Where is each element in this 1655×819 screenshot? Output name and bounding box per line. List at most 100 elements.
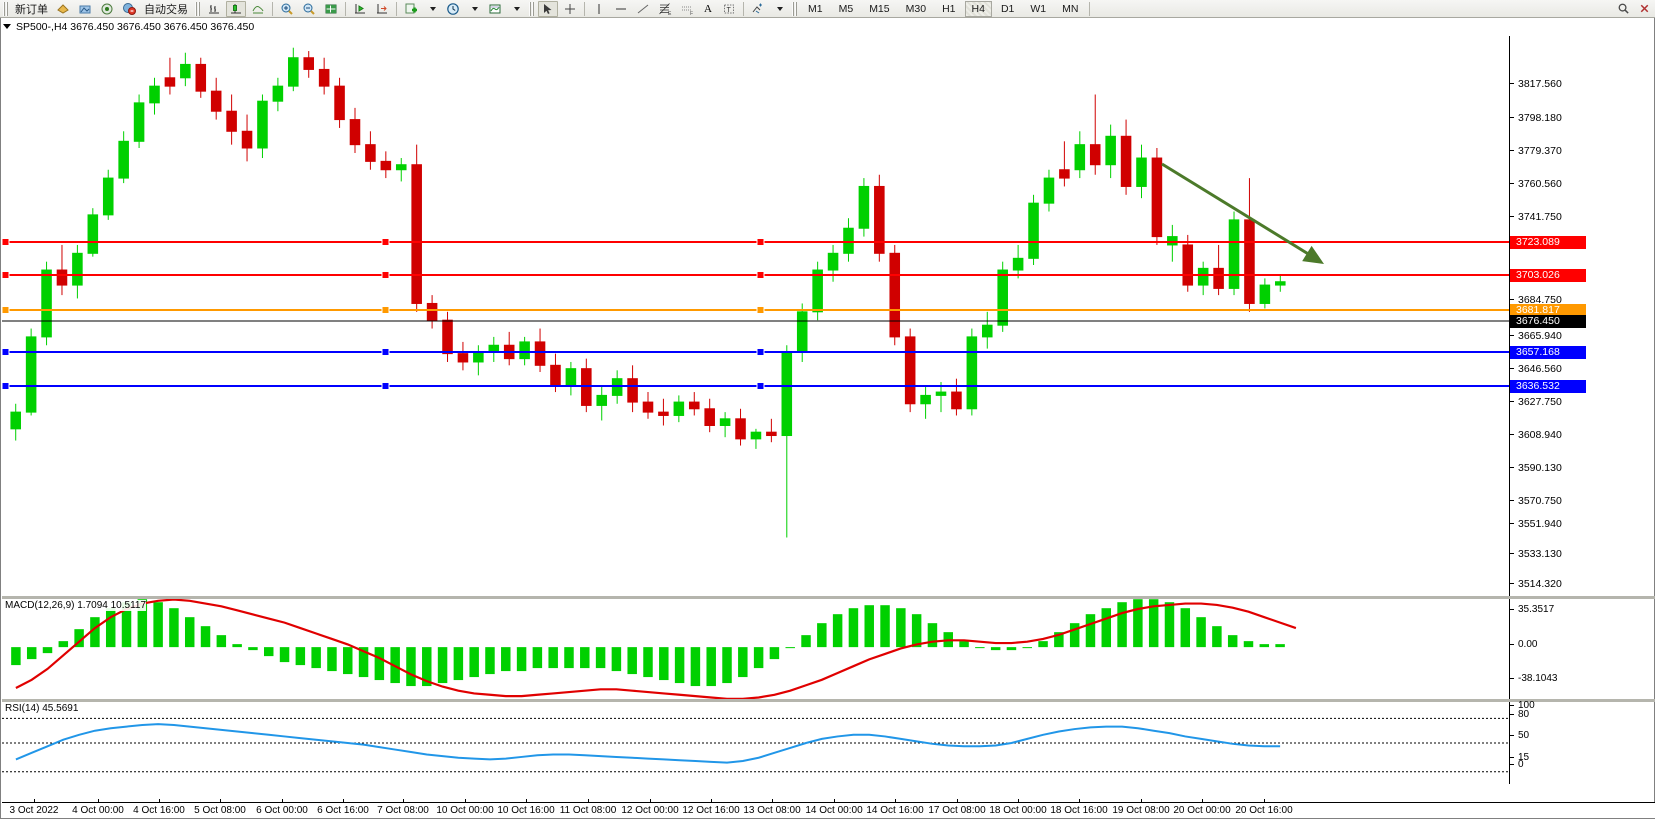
- time-tick-label: 6 Oct 16:00: [317, 805, 369, 816]
- toolbar-grip-2[interactable]: [195, 1, 200, 16]
- time-tick-mark: [834, 799, 835, 803]
- navigator-icon[interactable]: [75, 1, 95, 17]
- price-level-flag-support[interactable]: 3657.168: [1510, 346, 1586, 359]
- chevron-down-icon[interactable]: [423, 1, 441, 17]
- price-tick: 3760.560: [1510, 178, 1654, 190]
- auto-scroll-icon[interactable]: [350, 1, 370, 17]
- time-tick-label: 20 Oct 00:00: [1173, 805, 1231, 816]
- timeframe-m15[interactable]: M15: [869, 2, 890, 15]
- line-chart-icon[interactable]: [248, 1, 268, 17]
- time-tick-label: 3 Oct 2022: [9, 805, 59, 816]
- rsi-pane[interactable]: RSI(14) 45.5691: [2, 702, 1510, 784]
- timeframe-m30[interactable]: M30: [905, 2, 927, 15]
- timeframe-m5[interactable]: M5: [838, 2, 854, 15]
- time-tick-mark: [220, 799, 221, 803]
- price-level-flag-resistance[interactable]: 3703.026: [1510, 269, 1586, 282]
- timeframe-h1[interactable]: H1: [942, 2, 956, 15]
- price-tick: 3514.320: [1510, 578, 1654, 590]
- macd-pane[interactable]: MACD(12,26,9) 1.7094 10.5117: [2, 599, 1510, 699]
- data-window-icon[interactable]: [53, 1, 73, 17]
- macd-tick-mark: [1510, 644, 1514, 645]
- macd-tick-mark: [1510, 678, 1514, 679]
- auto-trading-icon[interactable]: [119, 1, 139, 17]
- auto-trading-label[interactable]: 自动交易: [144, 3, 188, 16]
- bar-chart-icon[interactable]: [204, 1, 224, 17]
- time-tick-label: 19 Oct 08:00: [1112, 805, 1170, 816]
- grid-icon[interactable]: [321, 1, 341, 17]
- time-tick-label: 14 Oct 16:00: [866, 805, 924, 816]
- time-tick-label: 18 Oct 16:00: [1050, 805, 1108, 816]
- rsi-tick-label: 100: [1518, 700, 1535, 711]
- timeframe-mn[interactable]: MN: [1062, 2, 1079, 15]
- search-icon[interactable]: [1614, 1, 1633, 17]
- price-scale[interactable]: 3817.560 3798.180 3779.370 3760.560 3741.750…: [1509, 36, 1654, 620]
- time-tick-label: 11 Oct 08:00: [559, 805, 617, 816]
- macd-scale: 35.3517 0.00 -38.1043: [1509, 599, 1654, 699]
- timeframe-d1[interactable]: D1: [1000, 2, 1015, 15]
- macd-tick-label: 35.3517: [1518, 604, 1555, 615]
- time-tick-mark: [343, 799, 344, 803]
- price-level-flag-support[interactable]: 3636.532: [1510, 380, 1586, 393]
- price-tick: 3798.180: [1510, 112, 1654, 124]
- time-tick-mark: [711, 799, 712, 803]
- price-level-flag-resistance[interactable]: 3723.089: [1510, 236, 1586, 249]
- timeframe-group: M1 M5 M15 M30 H1 H4 D1 W1 MN: [800, 0, 1086, 18]
- time-tick-label: 10 Oct 16:00: [497, 805, 555, 816]
- fibonacci-icon[interactable]: E: [655, 1, 675, 17]
- chevron-down-icon-3[interactable]: [507, 1, 525, 17]
- label-icon[interactable]: T: [719, 1, 739, 17]
- svg-text:F: F: [690, 11, 693, 16]
- chart-menu-caret-icon[interactable]: [3, 24, 11, 29]
- cursor-icon[interactable]: [538, 0, 558, 17]
- toolbar-grip[interactable]: [3, 1, 8, 16]
- vertical-line-icon[interactable]: [589, 1, 609, 17]
- time-tick-label: 20 Oct 16:00: [1235, 805, 1293, 816]
- text-icon[interactable]: A: [704, 2, 712, 15]
- objects-icon[interactable]: [748, 1, 768, 17]
- time-tick-mark: [159, 799, 160, 803]
- price-tick: 3684.750: [1510, 294, 1654, 306]
- horizontal-line-icon[interactable]: [611, 1, 631, 17]
- toolbar-grip-3[interactable]: [529, 1, 534, 16]
- time-tick-mark: [957, 799, 958, 803]
- chart-shift-icon[interactable]: [372, 1, 392, 17]
- candlestick-chart-icon[interactable]: [226, 0, 246, 17]
- candlestick-series: [10, 47, 1286, 538]
- zoom-in-icon[interactable]: [277, 1, 297, 17]
- time-tick-label: 12 Oct 00:00: [621, 805, 679, 816]
- timeframe-h4[interactable]: H4: [964, 0, 992, 17]
- time-tick-mark: [1141, 799, 1142, 803]
- chart-symbol-label: SP500-,H4 3676.450 3676.450 3676.450 367…: [16, 20, 255, 33]
- add-indicator-icon[interactable]: [401, 1, 421, 17]
- market-watch-icon[interactable]: [97, 1, 117, 17]
- pane-separator-macd[interactable]: [2, 596, 1655, 599]
- timeframe-w1[interactable]: W1: [1030, 2, 1047, 15]
- toolbar-grip-4[interactable]: [792, 1, 797, 16]
- price-level-flag-pivot[interactable]: 3681.817: [1510, 304, 1586, 317]
- macd-tick-label: -38.1043: [1518, 673, 1558, 684]
- chart-window[interactable]: SP500-,H4 3676.450 3676.450 3676.450 367…: [0, 18, 1655, 819]
- time-scale[interactable]: 3 Oct 2022 4 Oct 00:00 4 Oct 16:00 5 Oct 08…: [2, 799, 1655, 818]
- pane-separator-rsi[interactable]: [2, 699, 1655, 702]
- price-level-flag-current-price[interactable]: 3676.450: [1510, 315, 1586, 328]
- new-order-button[interactable]: 新订单: [15, 3, 48, 16]
- chevron-down-icon-2[interactable]: [465, 1, 483, 17]
- rsi-tick-label: 15: [1518, 752, 1530, 763]
- time-tick-mark: [1079, 799, 1080, 803]
- templates-icon[interactable]: [485, 1, 505, 17]
- price-plot-area[interactable]: [2, 36, 1510, 596]
- price-tick: 3608.940: [1510, 429, 1654, 441]
- svg-text:T: T: [727, 7, 732, 14]
- rsi-tick-label: 80: [1518, 709, 1530, 720]
- equidistant-channel-icon[interactable]: F: [677, 1, 697, 17]
- close-icon[interactable]: [1635, 1, 1654, 17]
- crosshair-icon[interactable]: [560, 1, 580, 17]
- period-clock-icon[interactable]: [443, 1, 463, 17]
- zoom-out-icon[interactable]: [299, 1, 319, 17]
- timeframe-m1[interactable]: M1: [808, 2, 823, 15]
- time-tick-label: 14 Oct 00:00: [805, 805, 863, 816]
- trendline-icon[interactable]: [633, 1, 653, 17]
- time-tick-mark: [465, 799, 466, 803]
- chevron-down-icon-4[interactable]: [770, 1, 788, 17]
- time-tick-mark: [650, 799, 651, 803]
